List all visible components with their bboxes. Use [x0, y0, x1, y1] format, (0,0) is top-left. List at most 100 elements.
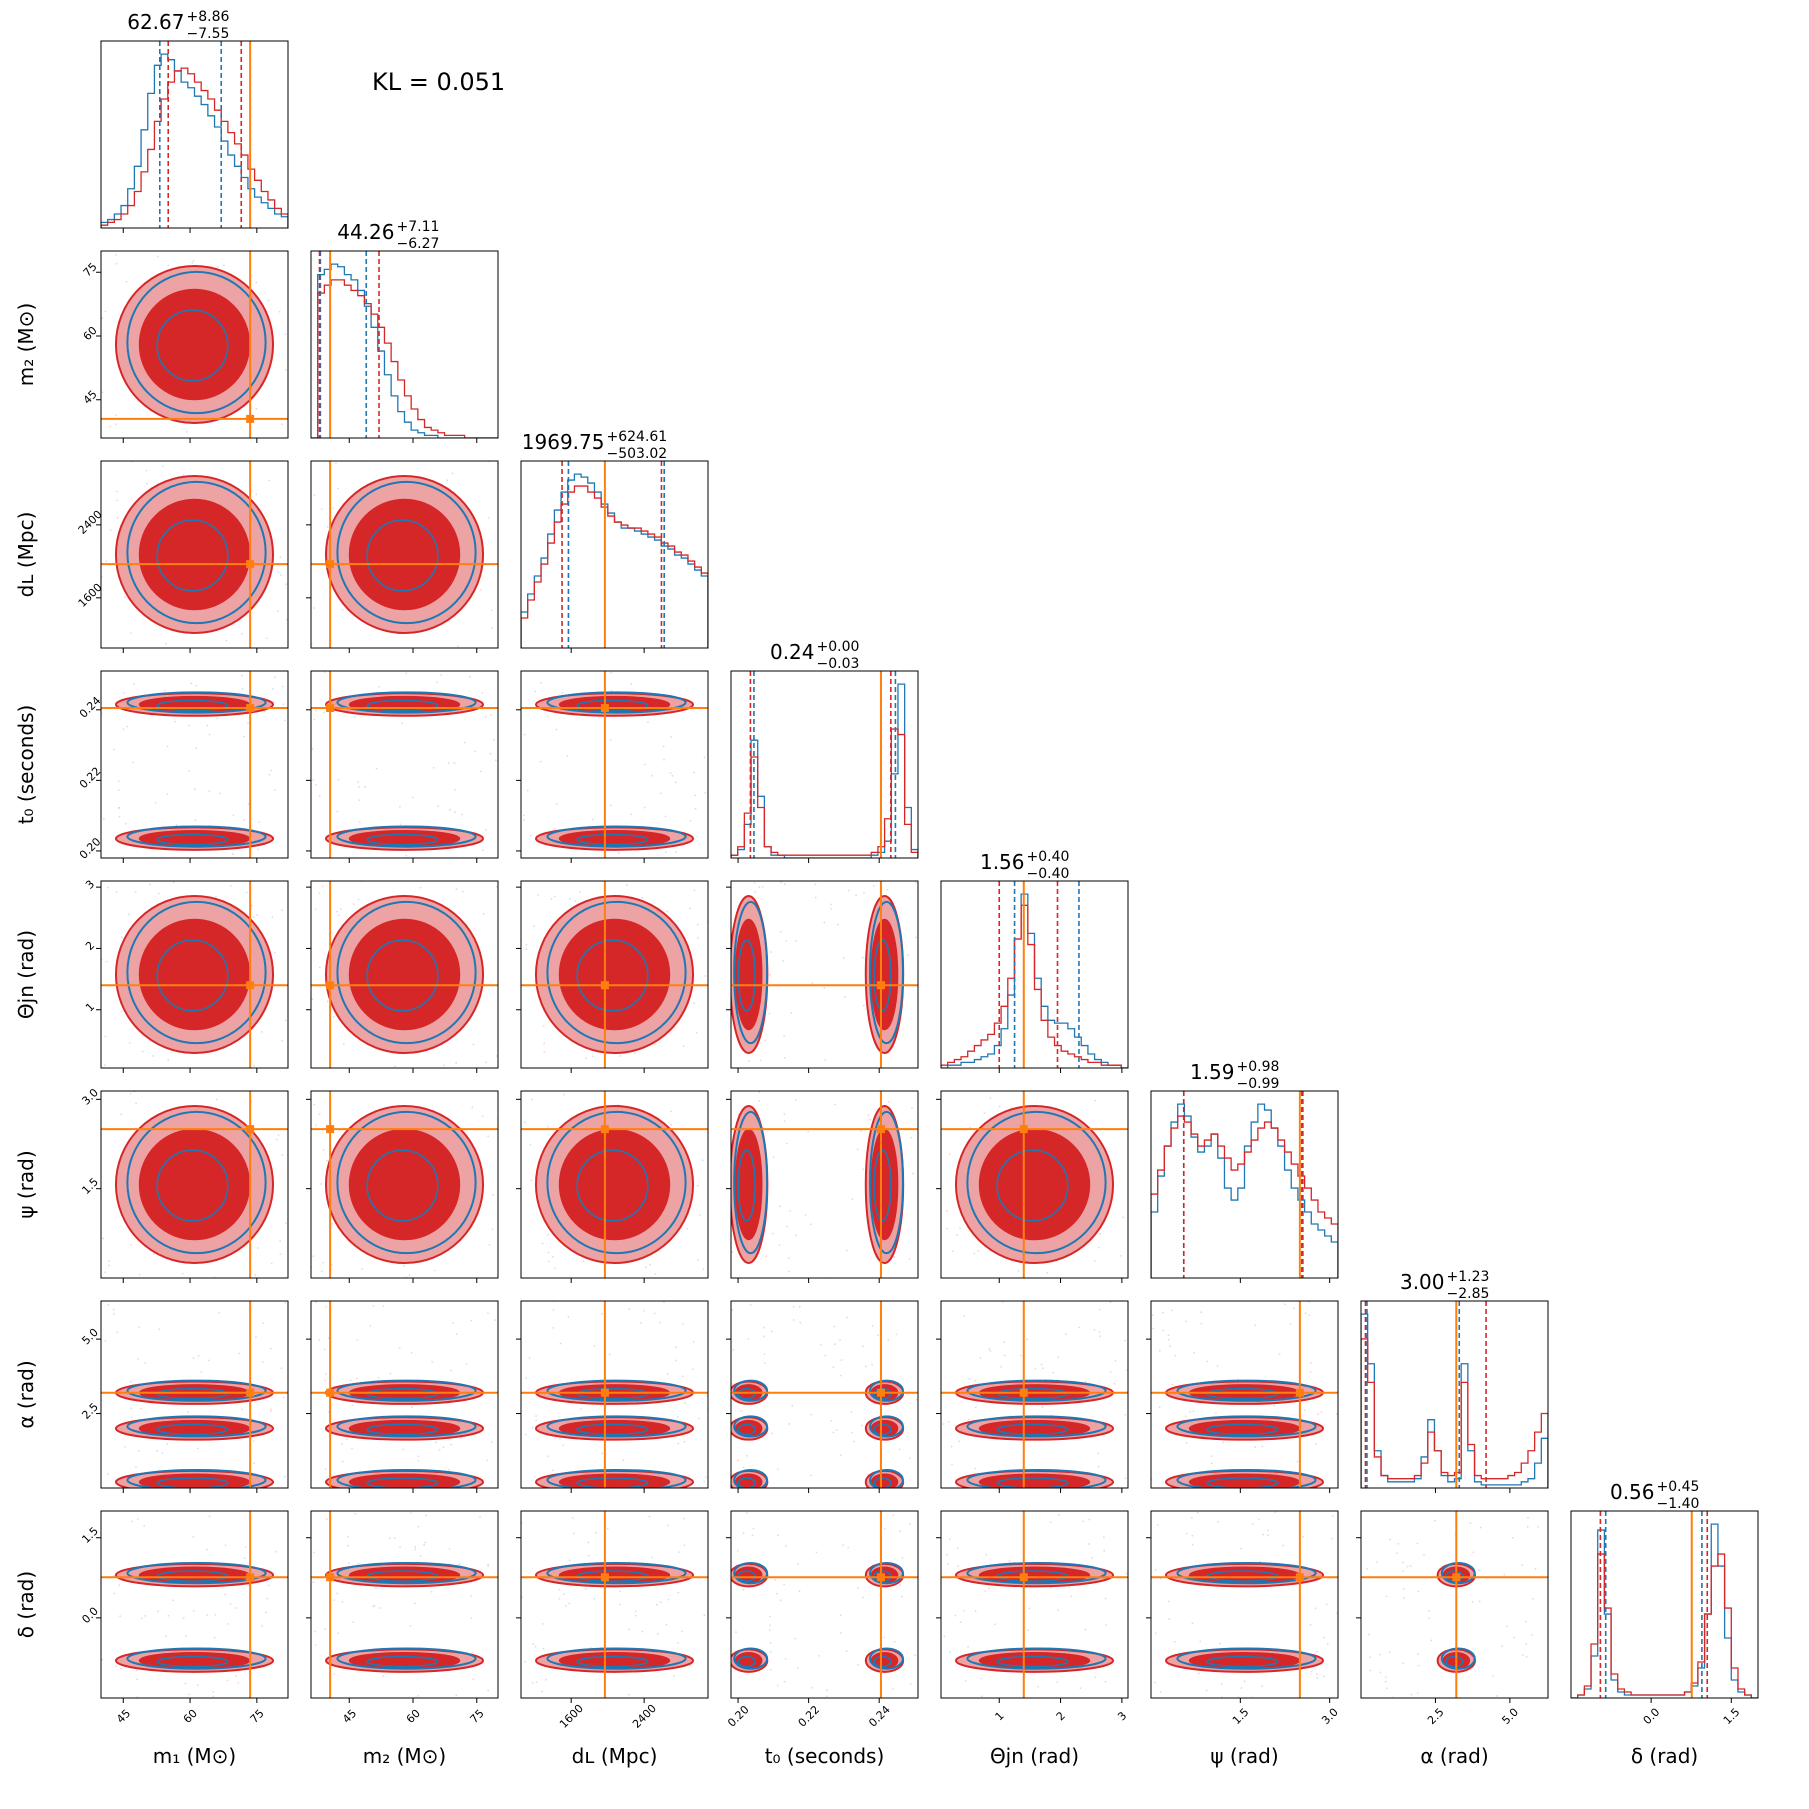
contour-inner-blue [156, 1149, 229, 1222]
scatter-point [1503, 1573, 1506, 1576]
contour-inner-red [978, 1128, 1091, 1241]
scatter-point [373, 1604, 376, 1607]
scatter-point [129, 632, 132, 634]
scatter-point [140, 1407, 142, 1410]
panel-t0-m1 [96, 670, 289, 863]
scatter-point [330, 1263, 333, 1266]
scatter-point [341, 1460, 344, 1463]
scatter-point [666, 1373, 669, 1375]
scatter-point [438, 1448, 441, 1451]
scatter-point [900, 1595, 903, 1598]
scatter-point [1152, 1327, 1155, 1330]
truth-marker [600, 1388, 609, 1397]
scatter-point [739, 1410, 742, 1413]
scatter-point [698, 1417, 700, 1420]
scatter-point [846, 1249, 848, 1252]
scatter-point [337, 778, 340, 781]
scatter-point [1379, 1671, 1382, 1674]
scatter-point [565, 1604, 567, 1607]
scatter-point [893, 1640, 896, 1643]
scatter-point [472, 1043, 475, 1046]
scatter-point [1416, 1691, 1419, 1694]
scatter-point [130, 1407, 133, 1410]
scatter-point [284, 1475, 286, 1478]
scatter-point [481, 692, 484, 694]
scatter-point [351, 1404, 354, 1407]
scatter-point [167, 1614, 170, 1617]
x-tick-label-m2: 60 [404, 1707, 423, 1726]
scatter-point [947, 1563, 949, 1566]
scatter-point [1267, 1534, 1270, 1536]
scatter-point [417, 1459, 420, 1462]
contour-outer-blue [733, 1468, 769, 1488]
scatter-point [546, 1125, 549, 1128]
scatter-point [107, 1473, 109, 1475]
contour-outer-blue [546, 900, 687, 1045]
scatter-point [128, 913, 130, 916]
truth-marker [246, 1125, 255, 1134]
scatter-point [281, 1154, 284, 1156]
scatter-point [1267, 1529, 1269, 1532]
scatter-point [547, 1455, 550, 1458]
truth-marker [876, 981, 885, 990]
scatter-point [1409, 1565, 1412, 1568]
scatter-point [261, 1625, 263, 1627]
scatter-point [487, 516, 490, 519]
scatter-point [746, 1454, 748, 1457]
scatter-point [318, 794, 321, 797]
scatter-point [137, 1358, 139, 1360]
scatter-point [165, 1635, 168, 1638]
scatter-point [208, 1515, 211, 1518]
scatter-point [1196, 1511, 1199, 1514]
scatter-point [112, 1313, 115, 1315]
scatter-point [1124, 1477, 1127, 1480]
scatter-point [537, 894, 539, 896]
scatter-point [663, 758, 665, 761]
scatter-point [1369, 1656, 1371, 1659]
scatter-point [323, 1348, 326, 1351]
scatter-point [674, 1346, 677, 1348]
scatter-point [353, 716, 356, 718]
panel-content [101, 1511, 288, 1698]
scatter-point [1167, 1338, 1170, 1341]
panel-delta-dL [516, 1510, 709, 1703]
scatter-point [242, 818, 245, 821]
contour-outer-blue [869, 1647, 904, 1670]
scatter-point [826, 1689, 828, 1691]
contour-outer-blue [336, 825, 477, 848]
panel-frame [1360, 1510, 1549, 1699]
scatter-point [547, 1260, 550, 1263]
y-tick-label-t0: 0.20 [77, 835, 104, 862]
panel-delta-delta [1570, 1510, 1759, 1703]
scatter-point [945, 1210, 948, 1212]
scatter-point [490, 609, 493, 612]
panel-content [101, 251, 288, 438]
contour-outer-blue [336, 900, 477, 1045]
scatter-point [324, 671, 326, 673]
scatter-point [541, 1623, 544, 1625]
scatter-point [531, 1426, 534, 1429]
contour-inner-blue [366, 1570, 439, 1582]
scatter-point [230, 885, 232, 887]
scatter-point [440, 674, 443, 676]
scatter-point [1384, 1676, 1387, 1679]
contour-outer-blue [336, 1415, 477, 1438]
scatter-point [315, 783, 318, 786]
contour-inner-blue [996, 1477, 1069, 1488]
scatter-point [789, 1209, 792, 1212]
scatter-point [133, 683, 135, 686]
title-plus-dL: +624.61 [607, 429, 668, 445]
contour-outer-blue [546, 1562, 687, 1585]
scatter-point [979, 1356, 982, 1359]
title-value-alpha: 3.00 [1400, 1270, 1445, 1294]
scatter-point [124, 1445, 127, 1448]
contour-inner-blue [366, 1149, 439, 1222]
scatter-point [399, 823, 402, 826]
scatter-point [282, 703, 285, 706]
scatter-point [457, 645, 460, 648]
scatter-point [229, 1602, 232, 1605]
scatter-point [1098, 1308, 1101, 1311]
scatter-point [682, 1323, 684, 1326]
scatter-point [847, 1546, 850, 1549]
scatter-point [255, 407, 258, 410]
